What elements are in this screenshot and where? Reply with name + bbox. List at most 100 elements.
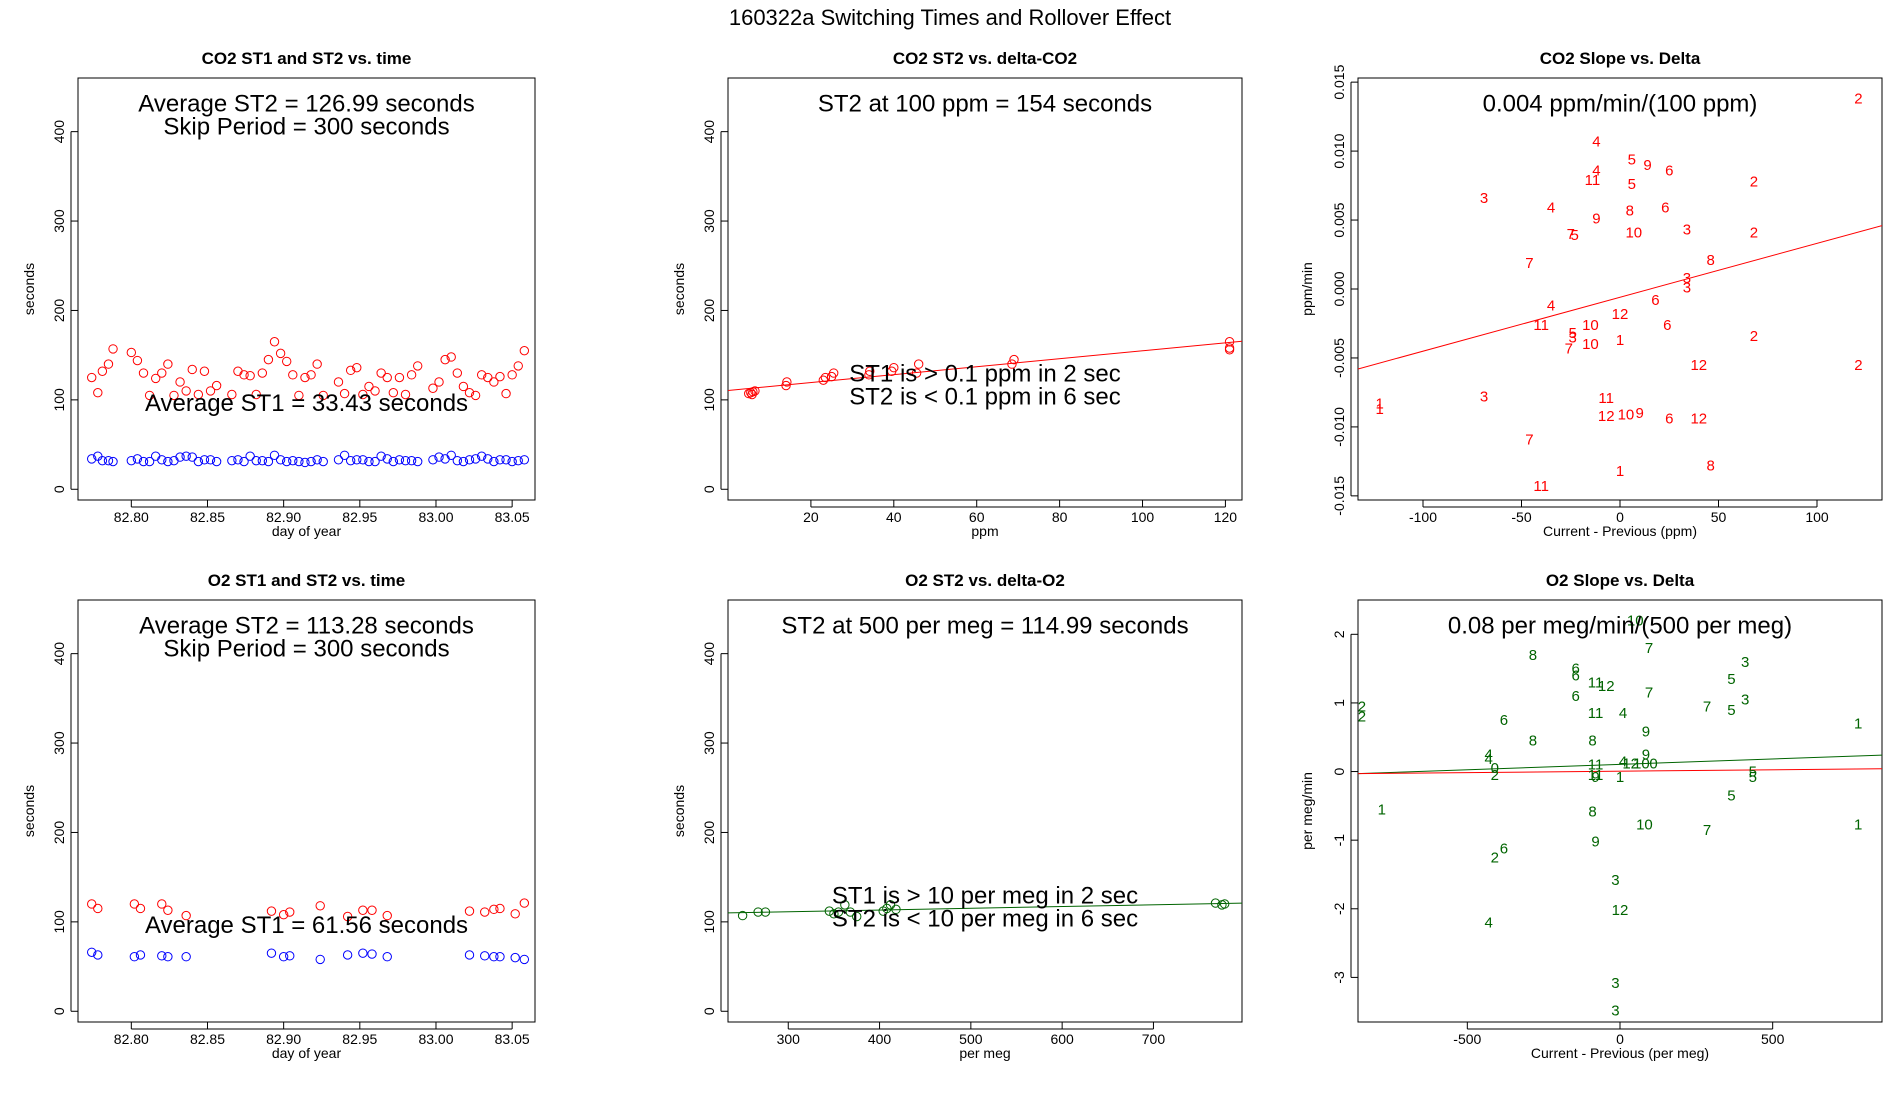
point-label: 7	[1525, 255, 1533, 272]
data-point	[135, 950, 146, 960]
point-label: 4	[1485, 751, 1493, 768]
fit-line	[1358, 768, 1882, 775]
y-tick-label: 1	[1331, 699, 1347, 707]
data-point	[889, 362, 899, 373]
plot-frame	[727, 77, 1243, 501]
fit-line	[1358, 225, 1882, 370]
point-label: 12	[1622, 755, 1639, 772]
panel-annotation: ST2 at 100 ppm = 154 seconds	[818, 90, 1152, 117]
data-point	[135, 903, 146, 914]
data-point	[458, 381, 469, 392]
data-point	[352, 455, 362, 465]
x-tick-label: 82.80	[114, 1031, 149, 1047]
x-tick-label: 82.85	[190, 1031, 225, 1047]
data-point	[476, 451, 487, 461]
data-point	[169, 390, 179, 401]
data-point	[93, 388, 103, 398]
point-label: 4	[1547, 200, 1555, 217]
point-label: 10	[1582, 317, 1599, 334]
y-tick-label: 300	[701, 731, 717, 755]
point-label: 1	[1375, 401, 1383, 418]
data-point	[333, 455, 344, 465]
data-point	[266, 906, 277, 916]
data-point	[852, 911, 862, 922]
point-label: 2	[1854, 357, 1862, 374]
x-tick-label: 0	[1616, 1031, 1624, 1047]
data-point	[352, 362, 362, 373]
data-point	[394, 455, 405, 465]
data-point	[747, 389, 757, 400]
y-tick-label: 0	[701, 485, 717, 493]
point-label: 2	[1358, 709, 1366, 726]
data-point	[470, 390, 481, 401]
x-tick-label: 0	[1616, 509, 1624, 525]
point-label: 12	[1612, 902, 1629, 919]
point-label: 3	[1480, 190, 1488, 207]
point-label: 8	[1626, 202, 1634, 219]
data-point	[510, 952, 520, 963]
data-point	[367, 949, 377, 959]
point-label: 7	[1645, 640, 1653, 657]
data-point	[263, 456, 274, 467]
point-label: 12	[1598, 678, 1615, 695]
data-point	[428, 383, 438, 393]
point-label: 3	[1741, 691, 1749, 708]
data-point	[476, 370, 487, 380]
data-point	[103, 455, 114, 466]
data-point	[388, 456, 399, 467]
panel-annotation: ST2 at 500 per meg = 114.99 seconds	[781, 612, 1188, 639]
point-label: 12	[1690, 411, 1707, 428]
plot-frame	[77, 77, 536, 501]
data-point	[737, 910, 748, 921]
panel-title: CO2 ST2 vs. delta-CO2	[893, 49, 1077, 68]
data-point	[833, 907, 844, 917]
x-tick-label: 83.05	[495, 509, 530, 525]
y-tick-label: 0	[51, 1007, 67, 1015]
data-point	[245, 371, 255, 381]
data-point	[138, 368, 149, 378]
data-point	[278, 910, 289, 920]
point-label: 9	[1636, 405, 1644, 422]
data-point	[489, 377, 499, 387]
data-point	[400, 389, 411, 400]
data-point	[413, 361, 423, 371]
data-point	[382, 454, 392, 464]
point-label: 2	[1491, 849, 1499, 866]
y-tick-label: 200	[701, 821, 717, 845]
y-tick-label: 0.005	[1331, 202, 1347, 237]
data-point	[157, 951, 167, 961]
y-tick-label: 100	[51, 388, 67, 412]
y-tick-label: -1	[1331, 834, 1347, 847]
y-tick-label: 300	[51, 731, 67, 755]
data-point	[193, 389, 204, 400]
data-point	[513, 361, 523, 371]
data-point	[93, 950, 103, 960]
point-label: 5	[1569, 325, 1577, 342]
data-point	[129, 952, 140, 962]
point-label: 5	[1727, 671, 1735, 688]
data-point	[495, 952, 505, 962]
plot-data	[728, 898, 1242, 922]
data-point	[818, 375, 829, 385]
data-point	[464, 906, 475, 916]
point-label: 2	[1750, 328, 1758, 345]
data-point	[400, 455, 411, 466]
data-point	[157, 455, 167, 465]
data-point	[263, 354, 274, 365]
data-point	[464, 950, 475, 960]
x-tick-label: 100	[1131, 509, 1155, 525]
point-label: 7	[1645, 685, 1653, 702]
point-label: 6	[1500, 712, 1508, 729]
data-point	[782, 377, 792, 387]
x-tick-label: 400	[868, 1031, 892, 1047]
data-point	[108, 456, 118, 467]
point-label: 11	[1588, 757, 1604, 774]
data-point	[150, 451, 161, 461]
point-label: 3	[1611, 975, 1619, 992]
x-tick-label: 20	[803, 509, 819, 525]
x-tick-label: 500	[959, 1031, 983, 1047]
point-label: 1	[1616, 463, 1624, 480]
data-point	[1009, 354, 1019, 365]
x-tick-label: 40	[886, 509, 902, 525]
